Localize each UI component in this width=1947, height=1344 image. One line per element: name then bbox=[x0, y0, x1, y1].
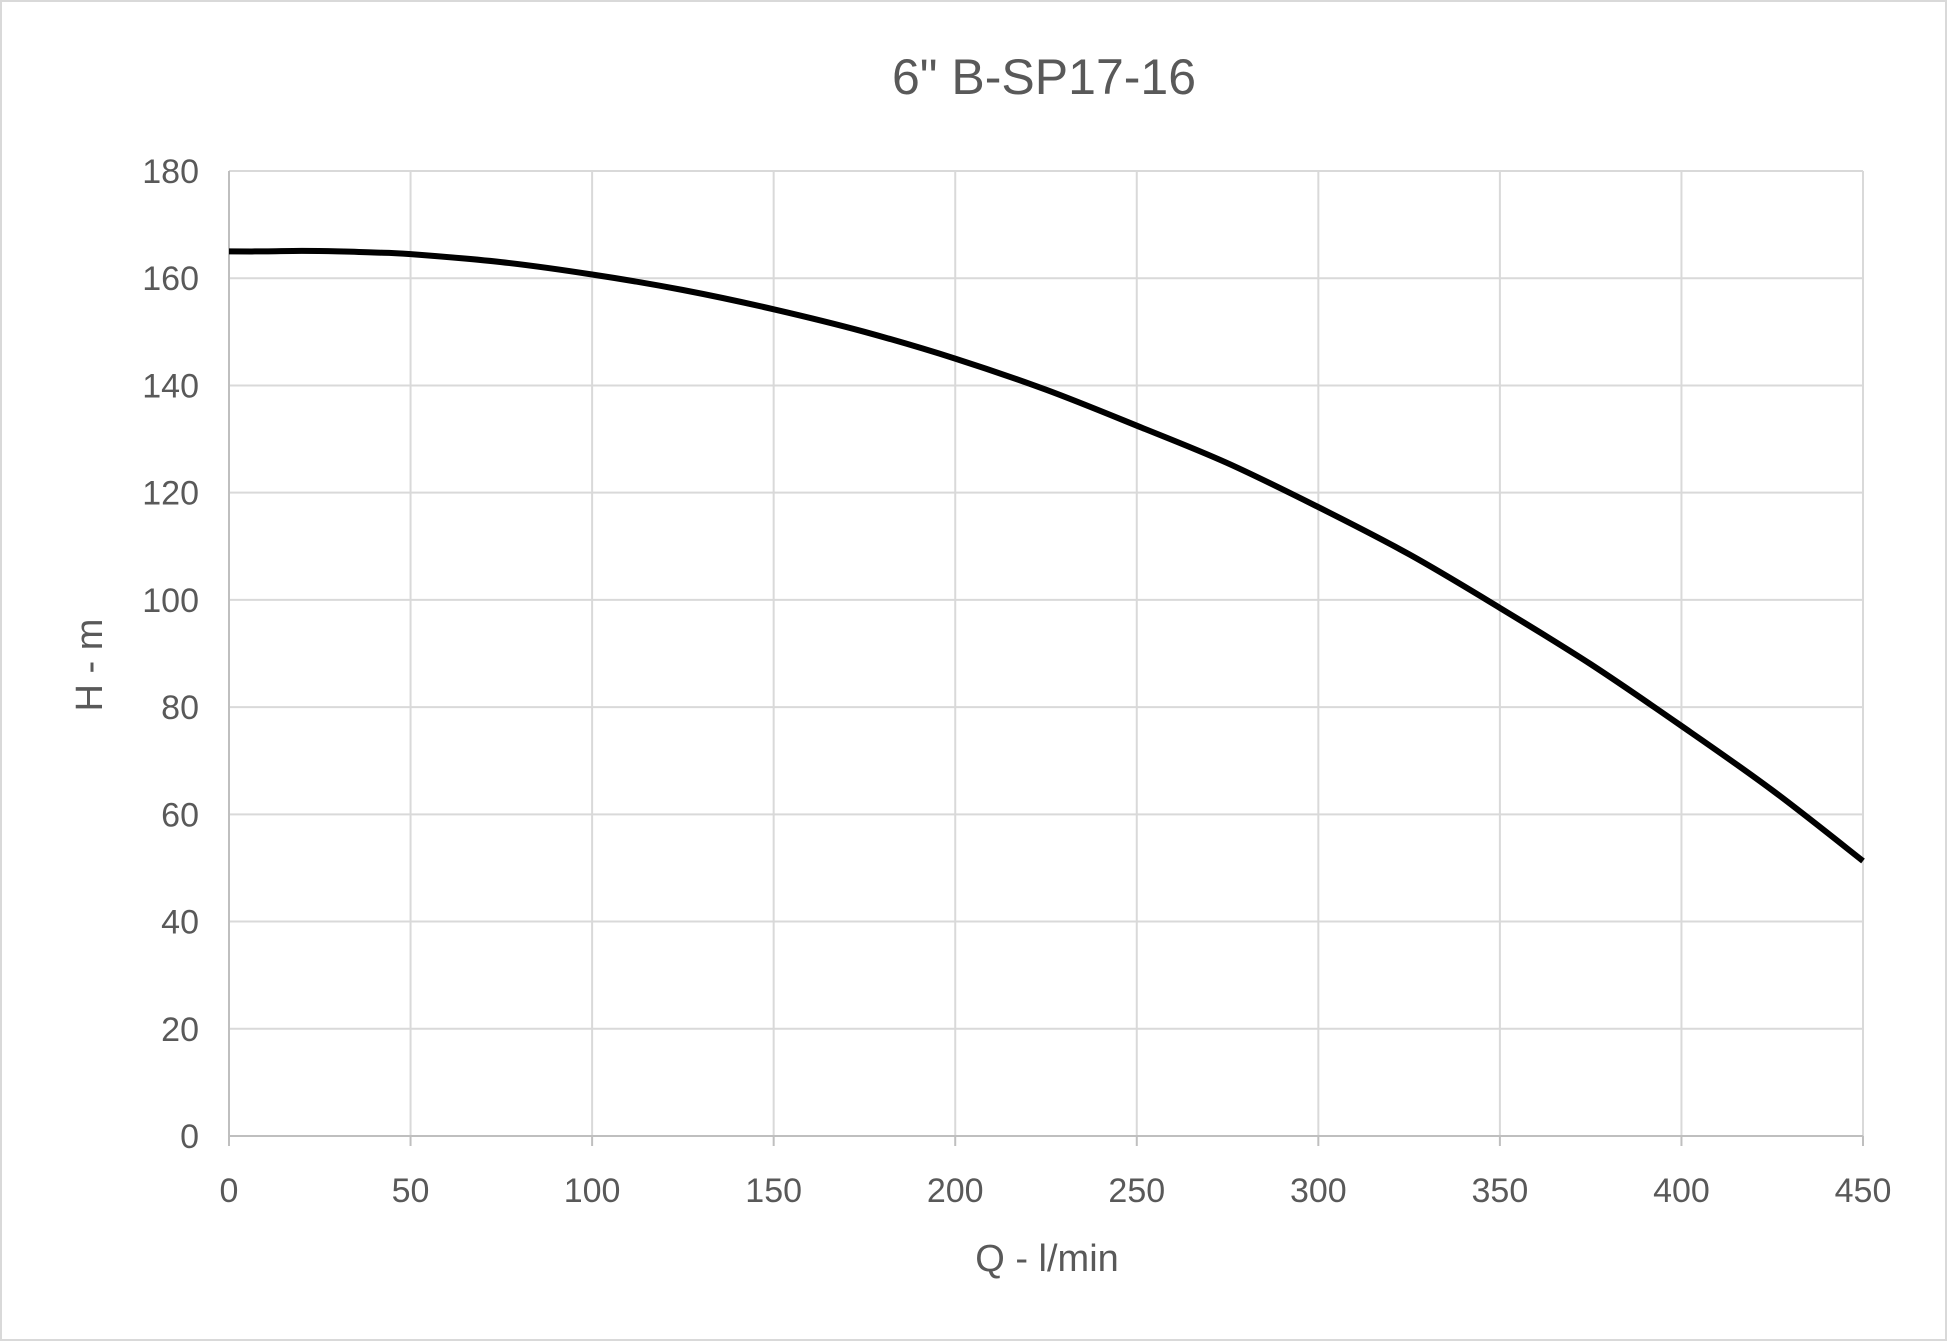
x-tick-label: 300 bbox=[1290, 1172, 1347, 1210]
x-tick-label: 450 bbox=[1835, 1172, 1892, 1210]
x-tick-label: 100 bbox=[564, 1172, 621, 1210]
grid-lines bbox=[229, 170, 1864, 1136]
series-line bbox=[228, 247, 1865, 864]
x-tick-label: 400 bbox=[1653, 1172, 1710, 1210]
y-tick-label: 120 bbox=[142, 475, 199, 513]
y-tick-label: 180 bbox=[142, 153, 199, 191]
x-tick-label: 250 bbox=[1108, 1172, 1165, 1210]
tick-labels: 0 20 40 60 80 100 120 140 160 180 0 50 100 150 200 250 3… bbox=[142, 153, 1891, 1210]
y-tick-label: 60 bbox=[161, 796, 199, 834]
chart-title: 6" B-SP17-16 bbox=[892, 49, 1196, 105]
y-tick-label: 140 bbox=[142, 367, 199, 405]
y-tick-label: 160 bbox=[142, 260, 199, 298]
y-tick-label: 20 bbox=[161, 1011, 199, 1049]
y-tick-label: 0 bbox=[180, 1118, 199, 1156]
y-tick-label: 80 bbox=[161, 689, 199, 727]
x-tick-label: 200 bbox=[927, 1172, 984, 1210]
axes bbox=[228, 171, 1864, 1146]
y-axis-label: H - m bbox=[69, 619, 111, 712]
series-layer bbox=[228, 247, 1865, 864]
x-tick-label: 350 bbox=[1472, 1172, 1529, 1210]
y-tick-label: 40 bbox=[161, 904, 199, 942]
x-tick-label: 150 bbox=[745, 1172, 802, 1210]
y-tick-label: 100 bbox=[142, 582, 199, 620]
x-axis-label: Q - l/min bbox=[975, 1238, 1119, 1280]
x-tick-label: 0 bbox=[220, 1172, 239, 1210]
x-tick-label: 50 bbox=[392, 1172, 430, 1210]
